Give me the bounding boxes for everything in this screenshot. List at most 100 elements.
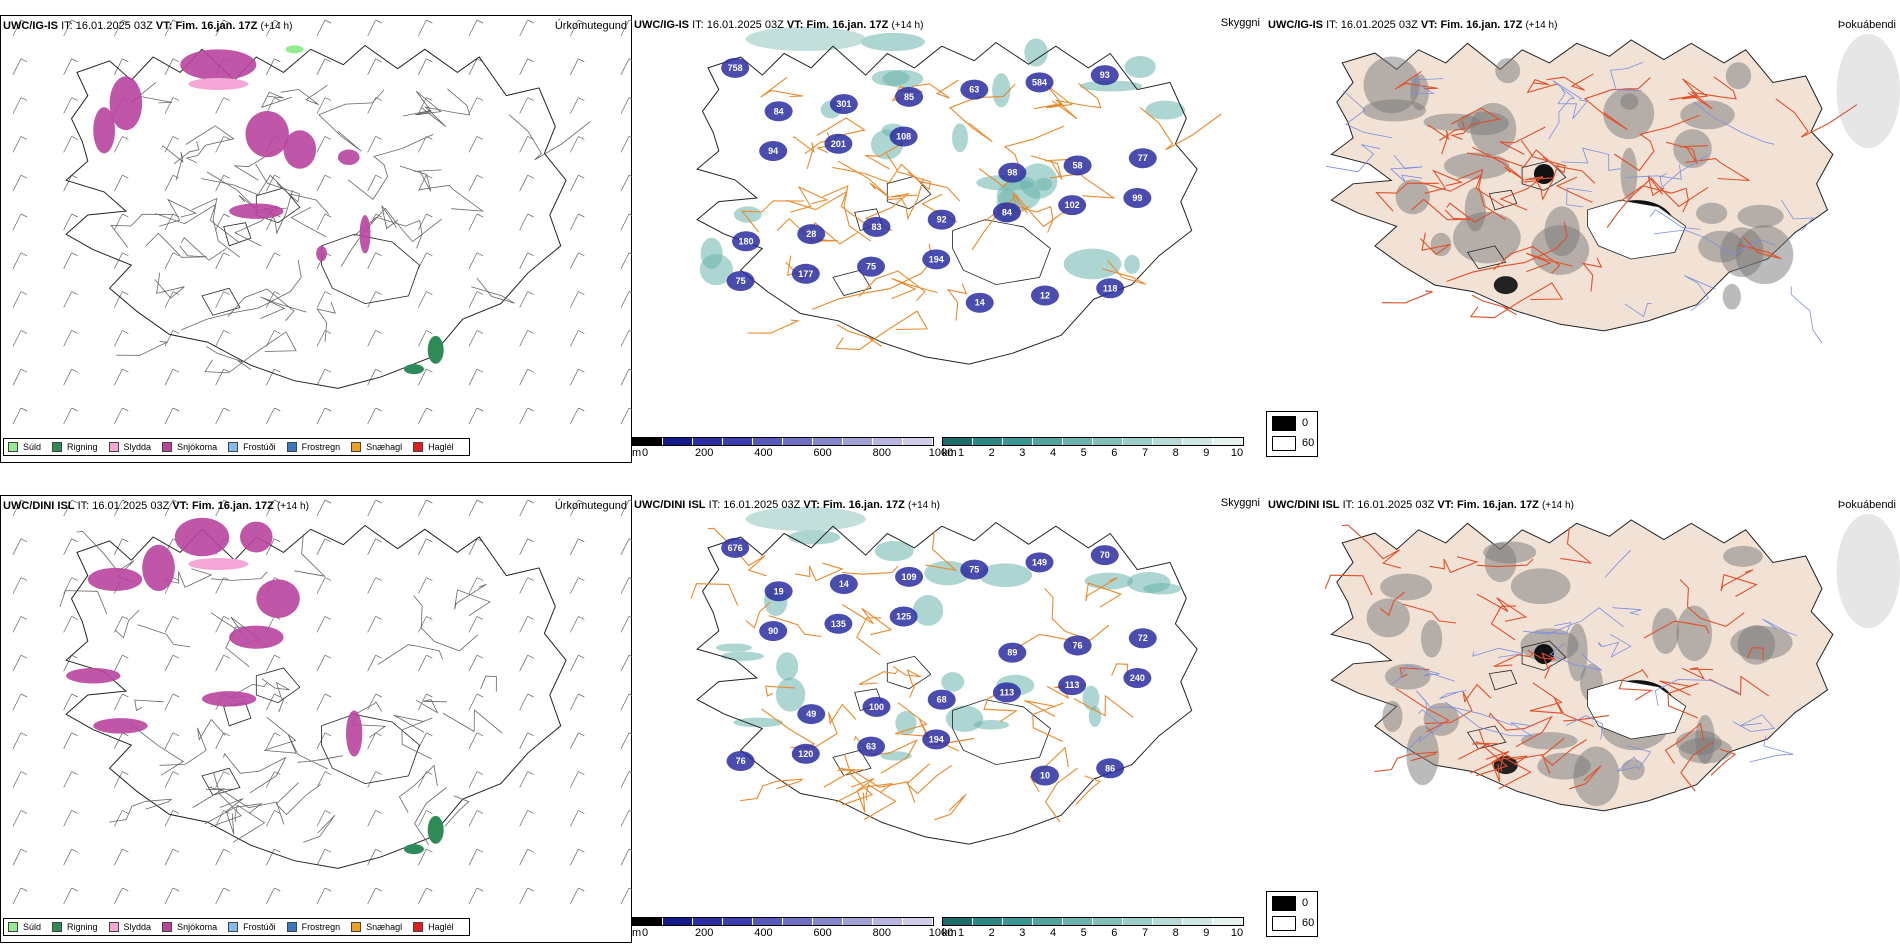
legend-label: Snæhagl <box>366 442 403 452</box>
fog-indicator-panel: UWC/DINI ISL IT: 16.01.2025 03Z VT: Fim.… <box>1266 495 1900 943</box>
sea-haze <box>1836 514 1900 628</box>
wind-barb-flag <box>324 887 332 892</box>
road <box>413 595 479 652</box>
wind-barb <box>266 407 275 425</box>
visibility-colorbar: km 1 2 3 4 5 6 7 8 9 10 <box>942 437 1252 461</box>
wind-barb <box>215 252 224 269</box>
road <box>1569 765 1602 790</box>
issue-label: IT: <box>708 499 721 511</box>
road <box>1665 141 1708 165</box>
wind-barb <box>266 19 275 37</box>
wind-barb-flag <box>172 330 180 334</box>
colorbar-cell <box>783 438 813 445</box>
wind-barb-flag <box>426 174 433 179</box>
wind-barb <box>114 175 123 192</box>
legend-item: Slydda <box>108 442 151 452</box>
wind-barb <box>266 810 275 827</box>
wind-barb <box>12 175 22 192</box>
colorbar-cell <box>1183 918 1213 925</box>
wind-barb-flag <box>375 693 382 698</box>
ceiling-value-label: 86 <box>1105 763 1115 773</box>
road <box>1394 70 1438 90</box>
wind-barb-flag <box>71 213 78 218</box>
wind-barb-flag <box>274 174 281 179</box>
visibility-patch <box>1024 38 1048 67</box>
road <box>1420 173 1506 208</box>
road <box>745 601 771 629</box>
legend-label: Snjókoma <box>177 922 218 932</box>
wind-barb <box>266 849 275 866</box>
road <box>839 767 916 803</box>
wind-barb-flag <box>223 732 230 737</box>
wind-barb <box>12 407 22 425</box>
road <box>1102 260 1146 285</box>
visibility-patch <box>1063 248 1122 280</box>
colorbar-tick-label: 7 <box>1141 447 1149 459</box>
wind-barb <box>620 616 630 633</box>
wind-barb <box>12 693 22 711</box>
road <box>865 138 911 170</box>
wind-barb-flag <box>71 407 78 412</box>
road <box>1427 124 1450 155</box>
wind-barb <box>519 291 528 308</box>
issue-time: 16.01.2025 03Z <box>1357 499 1435 511</box>
low-ceiling-patch <box>1063 155 1092 176</box>
road <box>444 795 470 827</box>
colorbar-tick-label: 8 <box>1172 927 1179 939</box>
ceiling-value-label: 102 <box>1065 200 1080 210</box>
wind-barb-flag <box>375 368 382 373</box>
road <box>1446 202 1493 223</box>
river <box>1617 745 1652 772</box>
lead-time: (+14 h) <box>276 501 309 512</box>
wind-barb <box>215 407 224 425</box>
wind-barb-flag <box>274 732 281 737</box>
wind-barb-flag <box>578 654 585 659</box>
legend-item: Frostregn <box>286 442 340 452</box>
wind-barb <box>266 693 275 711</box>
wind-barb-flag <box>375 330 382 334</box>
wind-barb <box>12 616 22 633</box>
valid-label: VT: <box>172 500 189 512</box>
wind-barb-flag <box>375 732 382 737</box>
wind-barb-flag <box>324 58 332 63</box>
wind-barb-flag <box>71 538 78 543</box>
road-network <box>1324 524 1770 792</box>
wind-barb-flag <box>223 174 230 179</box>
glacier-outline <box>832 749 872 776</box>
road <box>1030 155 1073 180</box>
fog-patch <box>1382 700 1403 733</box>
road <box>1775 98 1858 138</box>
valid-time: Fim. 16.jan. 17Z <box>1456 499 1539 511</box>
wind-barb-flag <box>426 368 433 373</box>
road <box>1493 245 1561 274</box>
low-ceiling-patch <box>797 704 826 725</box>
wind-barb-flag <box>476 848 484 853</box>
wind-barb <box>164 330 174 347</box>
wind-barb-flag <box>426 58 433 63</box>
visibility-patch <box>952 123 968 153</box>
ceiling-value-label: 113 <box>1000 687 1015 697</box>
wind-barb <box>63 499 72 517</box>
wind-barb <box>12 577 22 594</box>
colorbar-cell <box>1213 918 1243 925</box>
precip-legend: Súld Rigning Slydda Snjókoma Frostúði Frostre… <box>3 918 470 936</box>
wind-barb <box>519 810 528 827</box>
road <box>297 755 343 763</box>
wind-barb <box>12 810 22 827</box>
wind-barb <box>418 330 427 347</box>
river-network <box>1391 549 1797 772</box>
wind-barb-flag <box>578 136 585 140</box>
ceiling-value-label: 98 <box>1007 168 1017 178</box>
wind-barb-flag <box>375 136 382 140</box>
valid-time: Fim. 16.jan. 17Z <box>806 19 889 31</box>
snow-area <box>245 110 289 158</box>
snow-area <box>256 579 300 618</box>
road <box>1490 605 1517 641</box>
wind-barb <box>164 58 174 75</box>
glacier-outline <box>223 222 252 247</box>
wind-barb <box>620 252 630 269</box>
fog-patch <box>1696 202 1728 224</box>
low-ceiling-patch <box>927 689 956 710</box>
low-ceiling-patch <box>732 231 761 252</box>
low-ceiling-patch <box>1025 72 1054 93</box>
